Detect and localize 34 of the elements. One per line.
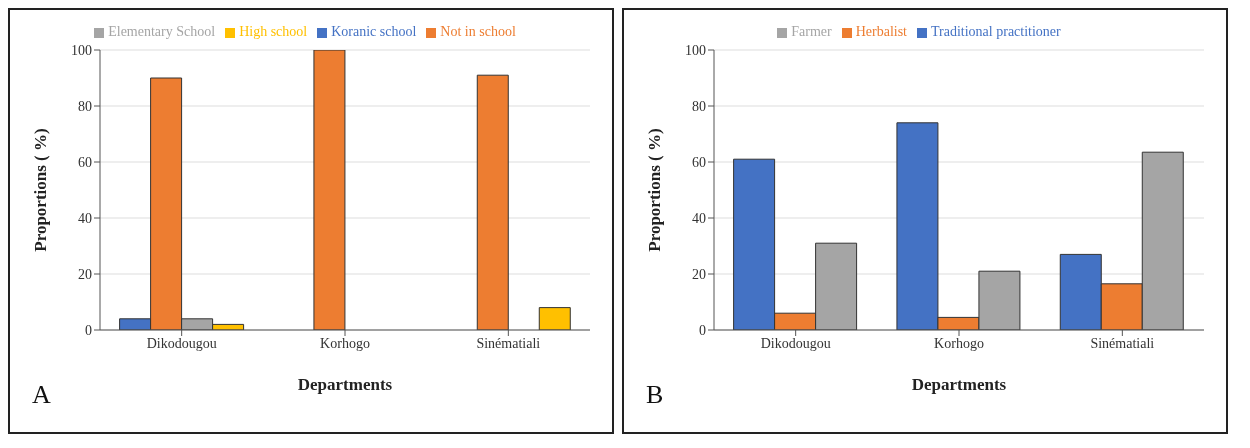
x-tick-label: Dikodougou [146,335,217,351]
legend-label: Farmer [791,24,832,39]
text: A [32,380,51,410]
legend-label: High school [239,24,308,39]
legend-label: Koranic school [331,24,417,39]
bar [476,74,509,330]
legend-label: Traditional practitioner [931,24,1061,39]
y-axis-title: Proportions ( %) [31,128,51,252]
x-tick-label: Sinématiali [1090,335,1155,351]
bar [313,50,346,330]
x-tick-label: Dikodougou [760,335,831,351]
text: B [646,380,664,410]
x-tick-label: Korhogo [320,335,370,351]
y-tick-label: 100 [685,42,706,58]
legend-label: Herbalist [855,24,908,39]
y-tick-label: 40 [78,210,92,226]
bar [538,307,571,330]
y-axis-title: Proportions ( %) [645,128,665,252]
y-tick-label: 60 [78,154,92,170]
y-tick-label: 20 [78,266,92,282]
y-tick-label: 20 [692,266,706,282]
y-tick-label: 60 [692,154,706,170]
legend-label: Not in school [440,24,516,39]
x-axis-title: Departments [911,375,1007,394]
x-axis-title: Departments [297,375,393,394]
y-tick-label: 80 [692,98,706,114]
y-tick-label: 80 [78,98,92,114]
y-tick-label: 0 [699,322,706,338]
y-tick-label: 100 [71,42,92,58]
x-tick-label: Korhogo [934,335,984,351]
y-tick-label: 0 [85,322,92,338]
y-tick-label: 40 [692,210,706,226]
x-tick-label: Sinématiali [476,335,541,351]
legend-label: Elementary School [108,24,216,39]
